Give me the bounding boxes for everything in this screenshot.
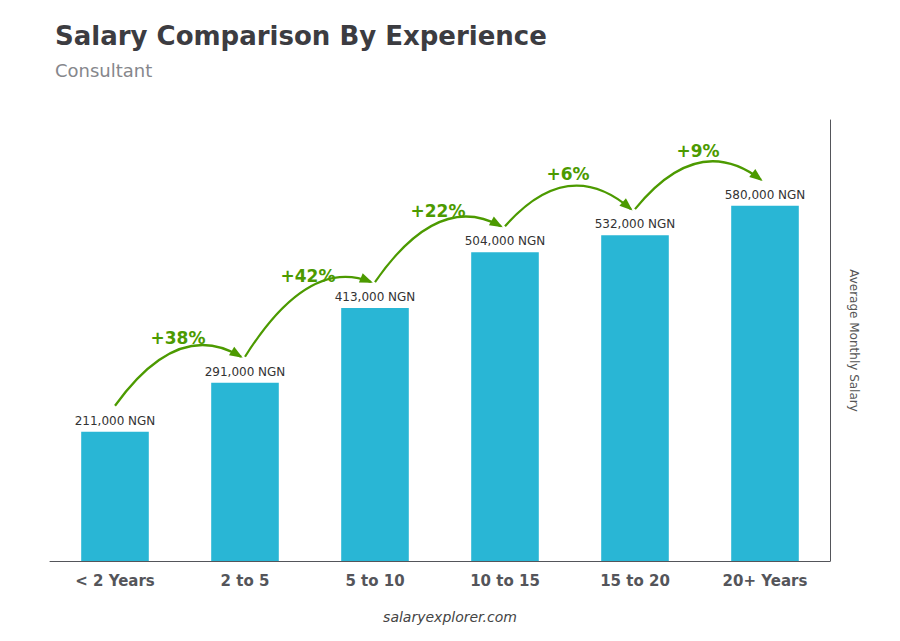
- svg-text:20+ Years: 20+ Years: [723, 572, 808, 590]
- svg-text:5 to 10: 5 to 10: [345, 572, 404, 590]
- svg-text:+22%: +22%: [411, 201, 466, 221]
- svg-text:15 to 20: 15 to 20: [600, 572, 670, 590]
- svg-text:< 2 Years: < 2 Years: [75, 572, 155, 590]
- svg-text:10 to 15: 10 to 15: [470, 572, 540, 590]
- svg-text:2 to 5: 2 to 5: [221, 572, 270, 590]
- svg-text:Salary Comparison By Experienc: Salary Comparison By Experience: [55, 21, 547, 51]
- svg-text:504,000 NGN: 504,000 NGN: [465, 234, 546, 248]
- svg-text:Average Monthly Salary: Average Monthly Salary: [847, 269, 861, 412]
- svg-text:580,000 NGN: 580,000 NGN: [725, 188, 806, 202]
- svg-text:413,000 NGN: 413,000 NGN: [335, 290, 416, 304]
- svg-text:+42%: +42%: [281, 266, 336, 286]
- svg-text:salaryexplorer.com: salaryexplorer.com: [383, 609, 517, 625]
- svg-text:532,000 NGN: 532,000 NGN: [595, 217, 676, 231]
- svg-text:Consultant: Consultant: [55, 60, 152, 81]
- svg-text:+38%: +38%: [151, 328, 206, 348]
- svg-text:+9%: +9%: [676, 141, 719, 161]
- svg-text:211,000 NGN: 211,000 NGN: [75, 414, 156, 428]
- svg-text:+6%: +6%: [546, 164, 589, 184]
- svg-text:291,000 NGN: 291,000 NGN: [205, 365, 286, 379]
